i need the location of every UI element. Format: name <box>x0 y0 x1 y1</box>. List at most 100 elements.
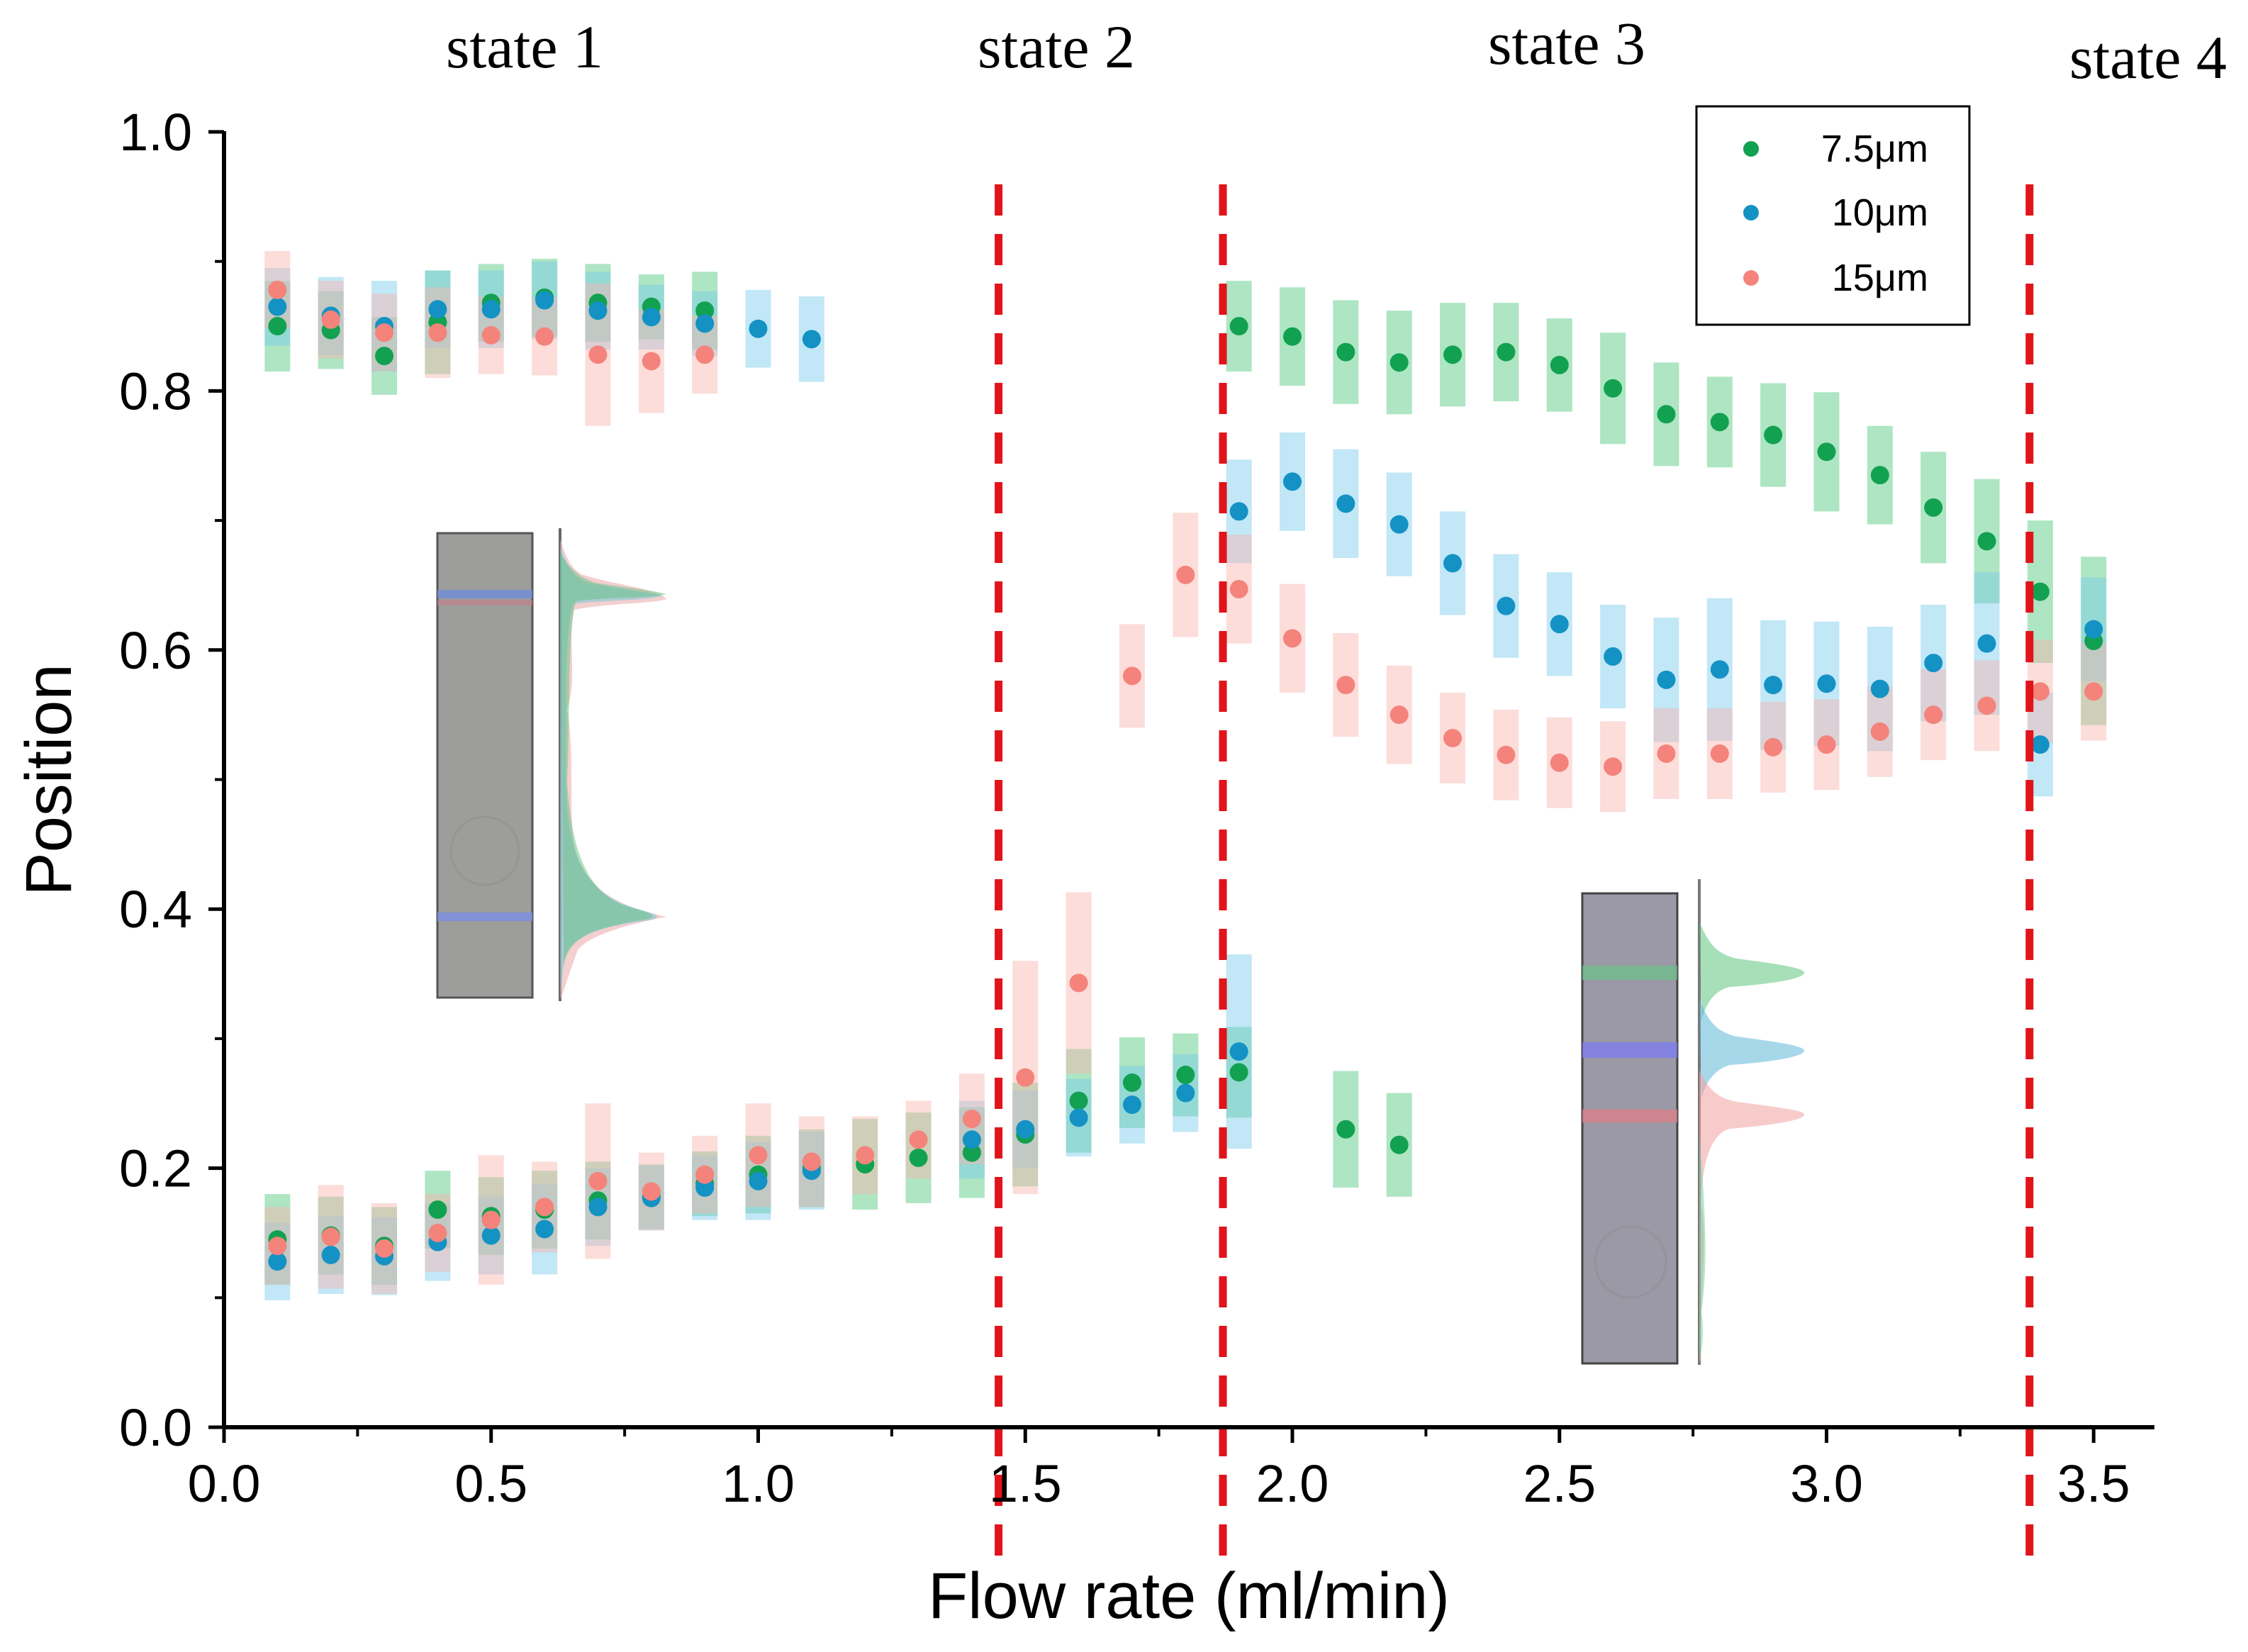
data-point-10-m <box>428 300 447 319</box>
legend-marker-10um <box>1743 205 1759 221</box>
data-point-15-m <box>1924 705 1943 725</box>
y-tick-label: 0.2 <box>119 1139 192 1198</box>
x-tick-label: 2.0 <box>1256 1454 1329 1513</box>
data-point-15-m <box>1389 705 1409 725</box>
data-point-15-m <box>535 327 554 346</box>
data-point-7-5-m <box>1389 1135 1409 1154</box>
x-tick-label: 0.5 <box>454 1454 527 1513</box>
data-point-15-m <box>1016 1068 1035 1087</box>
data-point-7-5-m <box>962 1143 981 1162</box>
data-point-10-m <box>481 300 501 319</box>
data-point-15-m <box>1497 745 1516 764</box>
data-point-15-m <box>1122 666 1141 686</box>
data-point-7-5-m <box>1229 317 1248 336</box>
data-point-15-m <box>909 1130 928 1149</box>
data-point-10-m <box>1283 472 1302 491</box>
data-point-15-m <box>695 345 715 364</box>
x-axis-title: Flow rate (ml/min) <box>928 1560 1450 1632</box>
data-point-10-m <box>268 297 287 316</box>
data-point-10-m <box>481 1226 501 1245</box>
data-point-15-m <box>268 1237 287 1256</box>
legend-box <box>1695 105 1971 326</box>
data-point-15-m <box>642 352 661 371</box>
data-point-15-m <box>695 1165 715 1184</box>
y-tick-label: 0.8 <box>119 362 192 420</box>
data-point-15-m <box>1604 757 1623 776</box>
state-label: state 1 <box>446 13 603 81</box>
data-point-15-m <box>321 1227 340 1246</box>
data-points <box>268 280 2103 1271</box>
data-point-10-m <box>1122 1095 1141 1115</box>
data-point-15-m <box>535 1198 554 1217</box>
data-point-10-m <box>268 1252 287 1271</box>
error-bands <box>264 251 2107 1300</box>
state-boundaries <box>995 184 2034 1560</box>
data-point-15-m <box>375 323 394 342</box>
data-point-15-m <box>1550 753 1569 772</box>
data-point-7-5-m <box>2030 582 2050 601</box>
y-tick-label: 0.0 <box>119 1398 192 1457</box>
data-point-10-m <box>749 1171 768 1190</box>
x-tick-label: 3.0 <box>1790 1454 1863 1513</box>
data-point-7-5-m <box>1604 379 1623 398</box>
legend-marker-15um <box>1743 270 1759 286</box>
data-point-10-m <box>1710 660 1729 679</box>
data-point-10-m <box>1336 494 1355 513</box>
data-point-15-m <box>2084 682 2103 701</box>
data-point-10-m <box>1550 615 1569 634</box>
data-point-10-m <box>588 1198 608 1217</box>
data-point-15-m <box>481 1210 501 1229</box>
data-point-10-m <box>1924 654 1943 673</box>
data-point-15-m <box>2030 682 2050 701</box>
y-tick-label: 1.0 <box>119 103 192 162</box>
data-point-7-5-m <box>1870 466 1889 485</box>
legend-label-10um: 10μm <box>1832 191 1928 234</box>
x-tick-label: 1.5 <box>989 1454 1062 1513</box>
data-point-7-5-m <box>1817 442 1836 462</box>
data-point-15-m <box>1977 696 1996 715</box>
y-tick-label: 0.6 <box>119 621 192 680</box>
x-tick-label: 1.0 <box>722 1454 795 1513</box>
data-point-10-m <box>1069 1108 1088 1127</box>
data-point-10-m <box>1497 596 1516 615</box>
data-point-7-5-m <box>1336 342 1355 362</box>
y-ticks: 0.0 0.2 0.4 0.6 0.8 1.0 <box>119 103 224 1457</box>
state-labels: state 1 state 2 state 3 state 4 <box>446 9 2227 91</box>
data-point-15-m <box>749 1146 768 1165</box>
data-point-10-m <box>1764 676 1783 695</box>
data-point-10-m <box>1817 674 1836 693</box>
data-point-10-m <box>749 319 768 338</box>
data-point-15-m <box>321 310 340 329</box>
y-axis-title: Position <box>13 664 85 895</box>
data-point-15-m <box>1176 565 1195 584</box>
data-point-7-5-m <box>1977 532 1996 551</box>
legend-marker-7-5um <box>1743 141 1759 157</box>
data-point-10-m <box>2030 735 2050 754</box>
data-point-15-m <box>1443 729 1463 748</box>
data-point-10-m <box>1443 554 1463 573</box>
data-point-15-m <box>481 325 501 345</box>
data-point-7-5-m <box>909 1148 928 1167</box>
data-point-10-m <box>962 1130 981 1149</box>
data-point-7-5-m <box>1497 342 1516 362</box>
data-point-10-m <box>695 1178 715 1198</box>
data-point-10-m <box>1016 1120 1035 1139</box>
data-point-10-m <box>535 1220 554 1239</box>
data-point-7-5-m <box>1283 327 1302 346</box>
data-point-10-m <box>588 301 608 320</box>
data-point-10-m <box>1229 1042 1248 1061</box>
data-point-10-m <box>1229 502 1248 521</box>
data-point-7-5-m <box>1443 345 1463 364</box>
data-point-10-m <box>802 330 821 349</box>
data-point-7-5-m <box>1122 1073 1141 1093</box>
data-point-15-m <box>856 1146 875 1165</box>
inset-state1 <box>436 528 666 1001</box>
state-label: state 3 <box>1488 9 1645 77</box>
data-point-10-m <box>1977 634 1996 653</box>
data-point-15-m <box>1069 973 1088 993</box>
x-ticks: 0.0 0.5 1.0 1.5 2.0 2.5 3.0 3.5 <box>188 1427 2130 1513</box>
data-point-15-m <box>1229 579 1248 598</box>
data-point-7-5-m <box>1764 425 1783 445</box>
data-point-15-m <box>1710 744 1729 763</box>
